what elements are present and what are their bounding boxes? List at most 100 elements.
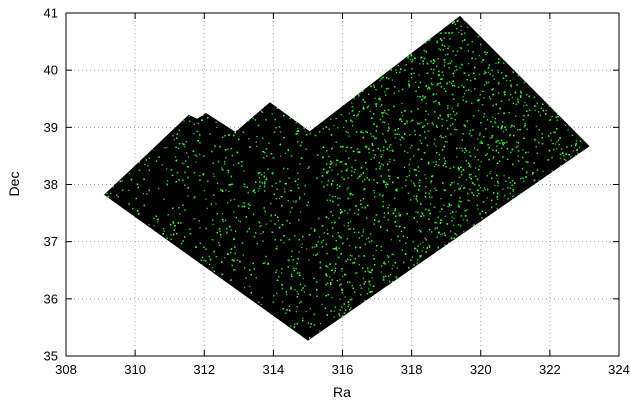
data-point [255,141,257,143]
data-point [243,267,246,269]
data-point [209,133,211,135]
data-point [283,242,285,244]
data-point [556,148,558,150]
data-point [421,212,423,214]
data-point [183,120,185,122]
data-point [484,188,486,191]
data-point [351,166,353,168]
data-point [420,255,422,257]
data-point [482,190,484,192]
data-point [371,240,373,242]
data-point [224,163,226,165]
data-point [465,89,467,92]
data-point [550,139,552,141]
data-point [275,127,277,129]
data-point [260,303,263,306]
data-point [301,141,303,143]
data-point [470,173,472,175]
data-point [334,267,337,270]
data-point [417,95,419,98]
data-point [349,259,352,261]
data-point [362,277,364,280]
data-point [212,223,214,225]
data-point [451,216,453,218]
data-point [479,165,481,167]
data-point [552,142,554,145]
data-point [256,136,258,138]
data-point [447,105,449,107]
data-point [388,178,391,180]
data-point [148,224,150,226]
data-point [549,119,552,121]
data-point [503,175,505,177]
data-point [435,93,438,95]
data-point [434,222,436,224]
data-point [505,79,508,82]
data-point [333,124,335,127]
data-point [468,200,471,202]
data-point [348,245,351,247]
data-point [579,146,581,148]
data-point [567,129,569,131]
data-point [224,219,227,221]
data-point [497,185,499,187]
data-point [213,175,215,177]
data-point [186,152,188,154]
data-point [203,259,205,261]
data-point [517,145,519,147]
data-point [460,171,463,173]
data-point [432,161,434,163]
data-point [334,195,337,198]
data-point [329,276,331,278]
data-point [409,147,411,149]
data-point [234,269,236,271]
data-point [427,63,429,65]
data-point [464,152,466,154]
data-point [431,196,433,198]
data-point [193,133,195,135]
data-point [489,170,492,173]
data-point [248,138,250,140]
data-point [352,109,354,111]
data-point [335,246,338,248]
data-point [417,250,419,253]
data-point [346,121,348,123]
data-point [409,58,412,61]
data-point [262,240,264,242]
data-point [495,141,497,143]
data-point [470,166,472,168]
data-point [280,272,283,274]
data-point [444,58,446,61]
data-point [422,63,424,65]
data-point [401,187,403,189]
data-point [404,150,406,152]
data-point [298,251,300,253]
data-point [374,196,376,198]
data-point [486,119,489,121]
data-point [526,128,528,130]
data-point [319,322,322,325]
data-point [167,180,169,182]
data-point [526,171,528,173]
data-point [502,188,504,190]
data-point [408,170,411,172]
data-point [373,192,375,194]
data-point [348,135,350,137]
data-point [479,187,482,189]
data-point [371,277,373,279]
data-point [233,211,235,213]
data-point [282,301,284,303]
data-point [288,305,291,307]
data-point [453,224,455,227]
data-point [440,233,442,235]
data-point [216,126,218,128]
data-point [290,255,293,258]
data-point [424,42,427,44]
data-point [389,150,391,152]
data-point [294,289,296,291]
data-point [435,163,437,166]
data-point [418,74,420,76]
data-point [358,264,360,266]
data-point [560,165,562,167]
data-point [396,267,398,269]
